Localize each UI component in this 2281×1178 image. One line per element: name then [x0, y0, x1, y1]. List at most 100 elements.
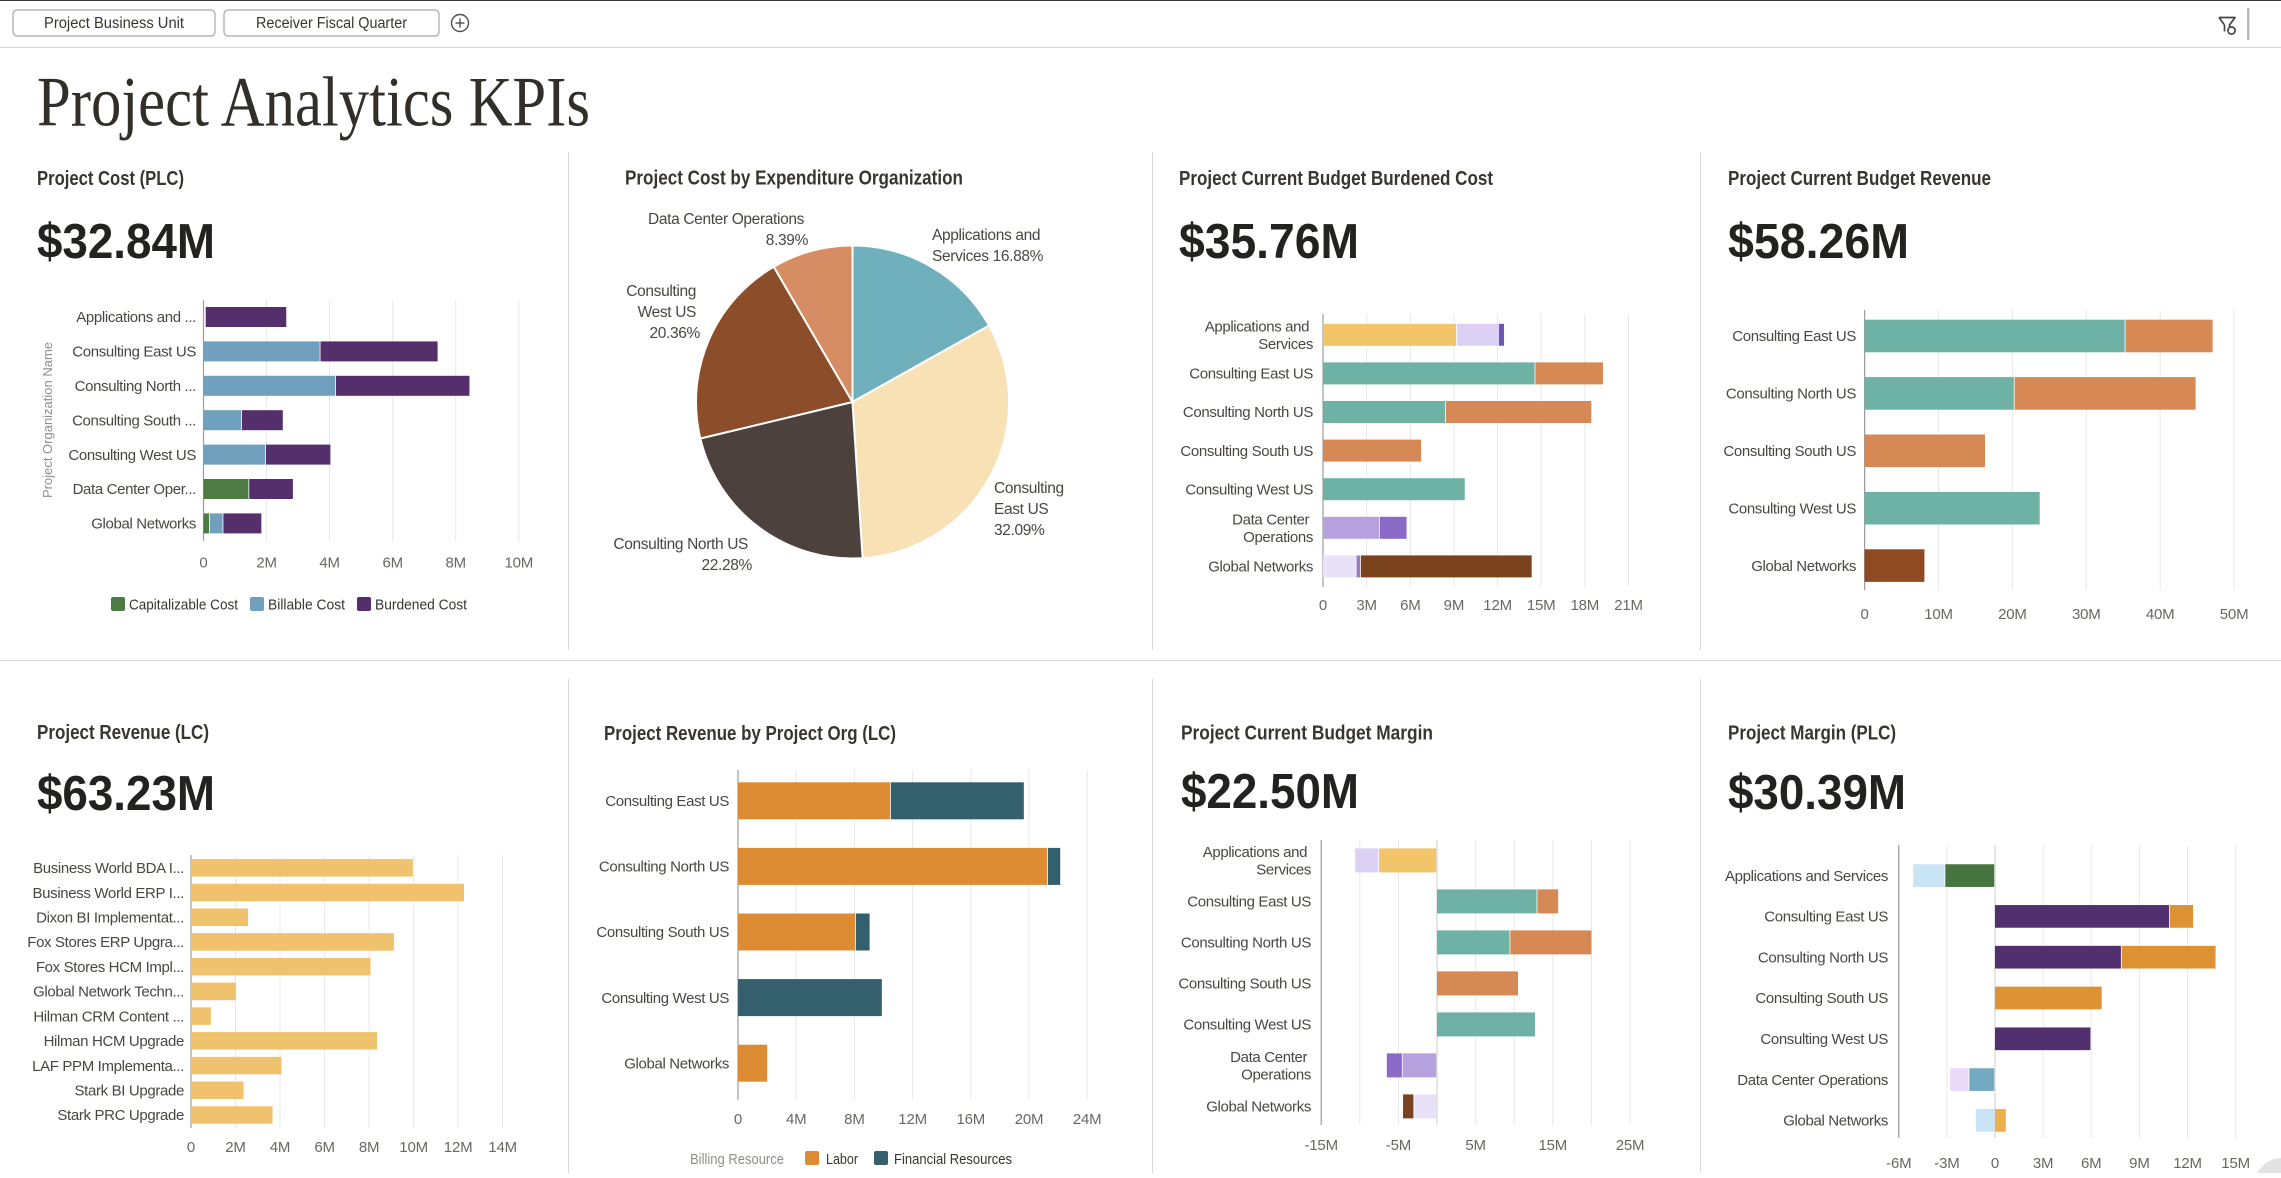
svg-text:Consulting North US: Consulting North US	[599, 859, 729, 876]
svg-text:0: 0	[734, 1111, 742, 1128]
svg-text:10M: 10M	[505, 555, 534, 572]
svg-text:Data Center Oper...: Data Center Oper...	[73, 481, 196, 498]
svg-text:18M: 18M	[1571, 597, 1600, 614]
svg-text:$30.39M: $30.39M	[1728, 766, 1906, 820]
svg-text:21M: 21M	[1614, 597, 1643, 614]
svg-text:Global Networks: Global Networks	[1751, 558, 1856, 575]
svg-text:-6M: -6M	[1886, 1155, 1911, 1172]
svg-text:Data Center Operations: Data Center Operations	[1230, 1049, 1311, 1084]
svg-text:$63.23M: $63.23M	[37, 767, 215, 821]
svg-text:14M: 14M	[488, 1139, 517, 1156]
svg-text:50M: 50M	[2220, 606, 2249, 623]
svg-text:Data Center Operations: Data Center Operations	[1737, 1072, 1888, 1089]
svg-text:12M: 12M	[444, 1139, 473, 1156]
svg-text:Consulting West US: Consulting West US	[1185, 482, 1313, 499]
svg-text:LAF PPM Implementa...: LAF PPM Implementa...	[32, 1058, 184, 1075]
svg-text:Consulting North US: Consulting North US	[1758, 950, 1888, 967]
svg-text:Project Cost by Expenditure Or: Project Cost by Expenditure Organization	[625, 168, 963, 190]
svg-text:20M: 20M	[1998, 606, 2027, 623]
svg-text:Consulting South US: Consulting South US	[1180, 443, 1313, 460]
svg-text:Applications and Services: Applications and Services	[1725, 868, 1888, 885]
svg-text:2M: 2M	[225, 1139, 245, 1156]
svg-text:Consulting West US: Consulting West US	[1728, 501, 1856, 518]
svg-text:Consulting South US: Consulting South US	[1755, 990, 1888, 1007]
svg-text:24M: 24M	[1073, 1111, 1102, 1128]
svg-text:Hilman CRM Content ...: Hilman CRM Content ...	[33, 1008, 184, 1025]
svg-text:Stark BI Upgrade: Stark BI Upgrade	[75, 1083, 184, 1100]
svg-text:Consulting South ...: Consulting South ...	[72, 412, 196, 429]
svg-text:Consulting West US 20.36%: Consulting West US 20.36%	[626, 283, 700, 342]
svg-text:Consulting South US: Consulting South US	[1178, 976, 1311, 993]
svg-text:Business World BDA I...: Business World BDA I...	[33, 860, 184, 877]
svg-text:Global Networks: Global Networks	[91, 516, 196, 533]
svg-text:Consulting West US: Consulting West US	[1760, 1031, 1888, 1048]
svg-text:Consulting East US: Consulting East US	[1732, 328, 1856, 345]
svg-text:15M: 15M	[1527, 597, 1556, 614]
svg-text:8M: 8M	[445, 555, 465, 572]
svg-text:$35.76M: $35.76M	[1179, 215, 1359, 269]
svg-text:Global Network Techn...: Global Network Techn...	[33, 984, 184, 1001]
svg-text:Consulting East US: Consulting East US	[605, 793, 729, 810]
svg-text:Project Cost (PLC): Project Cost (PLC)	[37, 168, 184, 190]
svg-text:Billable Cost: Billable Cost	[268, 597, 346, 614]
svg-text:25M: 25M	[1616, 1137, 1645, 1154]
svg-text:20M: 20M	[1015, 1111, 1044, 1128]
svg-text:Consulting West US: Consulting West US	[601, 990, 729, 1007]
svg-text:0: 0	[1991, 1155, 1999, 1172]
svg-text:Consulting North US: Consulting North US	[1726, 386, 1856, 403]
svg-text:12M: 12M	[898, 1111, 927, 1128]
svg-text:Business World ERP I...: Business World ERP I...	[33, 885, 184, 902]
svg-text:12M: 12M	[1483, 597, 1512, 614]
svg-text:12M: 12M	[2173, 1155, 2202, 1172]
svg-text:Consulting West US: Consulting West US	[1183, 1017, 1311, 1034]
svg-text:4M: 4M	[319, 555, 339, 572]
svg-text:8M: 8M	[844, 1111, 864, 1128]
svg-text:15M: 15M	[1539, 1137, 1568, 1154]
svg-text:Project Current Budget Revenue: Project Current Budget Revenue	[1728, 168, 1991, 190]
svg-text:Global Networks: Global Networks	[1208, 559, 1313, 576]
svg-text:Consulting North US: Consulting North US	[1183, 404, 1313, 421]
svg-text:16M: 16M	[957, 1111, 986, 1128]
svg-text:Consulting East US: Consulting East US	[72, 344, 196, 361]
svg-text:Consulting East US: Consulting East US	[1189, 366, 1313, 383]
svg-text:Hilman HCM Upgrade: Hilman HCM Upgrade	[44, 1033, 184, 1050]
svg-text:Global Networks: Global Networks	[1206, 1099, 1311, 1116]
svg-text:Project Current Budget Margin: Project Current Budget Margin	[1181, 723, 1433, 745]
svg-text:Consulting East US: Consulting East US	[1764, 909, 1888, 926]
svg-text:-5M: -5M	[1386, 1137, 1411, 1154]
svg-text:Consulting South US: Consulting South US	[1723, 443, 1856, 460]
svg-text:4M: 4M	[270, 1139, 290, 1156]
svg-text:$58.26M: $58.26M	[1728, 215, 1909, 269]
svg-text:Consulting West US: Consulting West US	[68, 447, 196, 464]
svg-text:Financial Resources: Financial Resources	[894, 1151, 1012, 1168]
svg-text:0: 0	[1861, 606, 1869, 623]
svg-text:Global Networks: Global Networks	[624, 1055, 729, 1072]
svg-text:Applications and ...: Applications and ...	[76, 309, 196, 326]
svg-text:Data Center Operations 8.39%: Data Center Operations 8.39%	[648, 211, 809, 249]
svg-text:-15M: -15M	[1305, 1137, 1338, 1154]
svg-text:Capitalizable Cost: Capitalizable Cost	[129, 597, 239, 614]
svg-text:10M: 10M	[1924, 606, 1953, 623]
svg-text:Dixon BI Implementat...: Dixon BI Implementat...	[36, 910, 184, 927]
svg-text:6M: 6M	[2081, 1155, 2101, 1172]
svg-text:9M: 9M	[1444, 597, 1464, 614]
svg-text:Applications and Services: Applications and Services	[1205, 318, 1313, 353]
svg-text:Project Margin (PLC): Project Margin (PLC)	[1728, 723, 1896, 745]
svg-text:Project Revenue (LC): Project Revenue (LC)	[37, 722, 209, 744]
svg-text:Fox Stores ERP Upgra...: Fox Stores ERP Upgra...	[27, 934, 184, 951]
svg-text:Labor: Labor	[826, 1151, 858, 1168]
svg-text:Project Business Unit: Project Business Unit	[44, 15, 185, 32]
svg-text:Project Revenue by Project Org: Project Revenue by Project Org (LC)	[604, 723, 896, 745]
svg-text:6M: 6M	[382, 555, 402, 572]
svg-text:Applications and Services 16.8: Applications and Services 16.88%	[932, 227, 1044, 265]
svg-text:Consulting East US 32.09%: Consulting East US 32.09%	[994, 480, 1068, 539]
svg-text:Consulting North US: Consulting North US	[1181, 935, 1311, 952]
svg-text:Consulting South US: Consulting South US	[596, 924, 729, 941]
svg-text:8M: 8M	[359, 1139, 379, 1156]
svg-text:0: 0	[1319, 597, 1327, 614]
svg-text:$32.84M: $32.84M	[37, 215, 215, 269]
svg-text:5M: 5M	[1465, 1137, 1485, 1154]
svg-text:Consulting North US 22.28%: Consulting North US 22.28%	[613, 536, 752, 574]
svg-text:-3M: -3M	[1934, 1155, 1959, 1172]
svg-text:Receiver Fiscal Quarter: Receiver Fiscal Quarter	[256, 15, 407, 32]
